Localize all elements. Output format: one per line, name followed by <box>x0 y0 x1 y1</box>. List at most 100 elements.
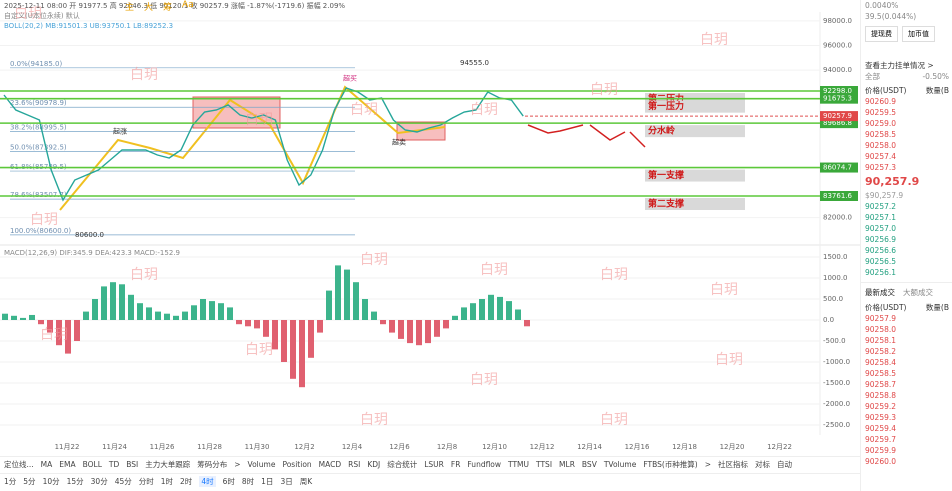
indicator-button[interactable]: Volume <box>247 460 276 469</box>
trade-price: 90259.2 <box>865 402 897 411</box>
tool-button[interactable]: Aa <box>182 0 194 10</box>
macd-bar <box>308 320 314 358</box>
ask-price: 90258.0 <box>865 141 897 150</box>
macd-bar <box>146 307 152 320</box>
price-tick-label: 94000.0 <box>823 66 852 74</box>
indicator-button[interactable]: BSV <box>581 460 597 469</box>
level-name: 第二支撑 <box>648 197 684 209</box>
fib-label: 0.0%(94185.0) <box>10 60 62 68</box>
trade-price: 90259.4 <box>865 424 897 433</box>
filter[interactable]: 全部 <box>865 72 880 81</box>
macd-bar <box>326 290 332 320</box>
change: 39.5(0.044%) <box>865 12 917 21</box>
indicator-button[interactable]: RSI <box>348 460 361 469</box>
indicator-button[interactable]: TD <box>108 460 120 469</box>
indicator-button[interactable]: Fundflow <box>467 460 502 469</box>
indicator-button[interactable]: TTMU <box>508 460 530 469</box>
indicator-button[interactable]: 自动 <box>777 460 792 469</box>
timeframe-button[interactable]: 1分 <box>4 477 17 486</box>
tool-button[interactable]: 大 <box>144 3 154 13</box>
price-head: 价格(USDT) <box>865 303 907 312</box>
indicator-button[interactable]: BOLL <box>82 460 102 469</box>
level-tag-label: 91675.3 <box>823 95 852 103</box>
indicator-button[interactable]: KDJ <box>367 460 381 469</box>
indicator-button[interactable]: FR <box>450 460 461 469</box>
level-name: 第一支撑 <box>648 169 684 181</box>
macd-tick-label: -2000.0 <box>823 400 850 408</box>
macd-bar <box>299 320 305 388</box>
macd-bar <box>110 282 116 320</box>
macd-bar <box>506 301 512 320</box>
level-tag <box>820 93 858 104</box>
macd-tick-label: 0.0 <box>823 316 834 324</box>
panel-button[interactable]: 提现费 <box>865 26 898 42</box>
macd-bar <box>470 303 476 320</box>
date-label: 12月2 <box>294 443 314 451</box>
bid-price: 90256.5 <box>865 257 897 266</box>
watermark: 白玥 <box>480 262 508 278</box>
depth-link[interactable]: 查看主力挂单情况 > <box>865 61 934 70</box>
timeframe-button[interactable]: 30分 <box>90 477 108 486</box>
trade-price: 90258.8 <box>865 391 897 400</box>
ohlc-line: 2025-12-11 08:00 开 91977.5 高 92046.3 低 9… <box>4 2 346 10</box>
macd-bar <box>83 311 89 320</box>
bid-price: 90257.1 <box>865 213 897 222</box>
level-box <box>645 125 745 138</box>
indicator-button[interactable]: 综合统计 <box>387 460 418 469</box>
tab[interactable]: 最新成交 <box>865 288 895 297</box>
mid-price: 90,257.9 <box>865 175 920 188</box>
indicator-button[interactable]: FTBS(币种推算) <box>643 460 698 469</box>
indicator-button[interactable]: 社区指标 <box>718 460 748 469</box>
timeframe-button[interactable]: 周K <box>299 477 313 486</box>
indicator-button[interactable]: TTSI <box>536 460 553 469</box>
timeframe-button[interactable]: 5分 <box>23 477 36 486</box>
panel-button[interactable]: 加币值 <box>902 26 935 42</box>
timeframe-button[interactable]: 45分 <box>114 477 132 486</box>
indicator-button[interactable]: LSUR <box>424 460 444 469</box>
level-tag <box>820 190 858 201</box>
timeframe-button[interactable]: 4时 <box>199 476 216 487</box>
indicator-button[interactable]: MLR <box>559 460 575 469</box>
indicator-button[interactable]: Position <box>282 460 312 469</box>
ask-price: 90259.0 <box>865 119 897 128</box>
level-tag <box>820 162 858 173</box>
timeframe-button[interactable]: 分时 <box>138 477 154 486</box>
indicator-button[interactable]: 定位线... <box>4 460 34 469</box>
level-box <box>645 169 745 182</box>
macd-bar <box>434 320 440 337</box>
tool-button[interactable]: 筹 <box>163 3 173 13</box>
indicator-button[interactable]: 主力大单跟踪 <box>145 460 191 469</box>
macd-bar <box>191 305 197 320</box>
toolbar: 主大筹 Aa <box>125 0 194 13</box>
indicator-button[interactable]: EMA <box>59 460 76 469</box>
tab-row: 最新成交 大额成交 <box>861 282 952 302</box>
timeframe-button[interactable]: 15分 <box>66 477 84 486</box>
forecast-arrow <box>589 124 626 141</box>
bid-price: 90257.2 <box>865 202 897 211</box>
indicator-button[interactable]: 筹码分布 <box>197 460 228 469</box>
timeframe-button[interactable]: 6时 <box>222 477 235 486</box>
watermark: 白玥 <box>600 412 628 428</box>
timeframe-bar: 1分 5分 10分 15分 30分 45分 分时 1时 2时 4时 6时 8时 1日 3日 周K <box>0 473 864 489</box>
indicator-button[interactable]: 对标 <box>755 460 770 469</box>
indicator-button[interactable]: BSI <box>126 460 139 469</box>
indicator-button[interactable]: MACD <box>318 460 342 469</box>
timeframe-button[interactable]: 2时 <box>180 477 193 486</box>
timeframe-button[interactable]: 1日 <box>261 477 274 486</box>
tool-button[interactable]: 主 <box>125 3 135 13</box>
tab[interactable]: 大额成交 <box>903 288 933 297</box>
indicator-button[interactable]: TVolume <box>603 460 637 469</box>
macd-bar <box>92 299 98 320</box>
date-label: 12月20 <box>720 443 745 451</box>
indicator-button[interactable]: > <box>704 460 711 469</box>
macd-bar <box>281 320 287 362</box>
timeframe-button[interactable]: 8时 <box>241 477 255 486</box>
indicator-button[interactable]: > <box>234 460 241 469</box>
timeframe-button[interactable]: 1时 <box>160 477 174 486</box>
indicator-button[interactable]: MA <box>40 460 53 469</box>
macd-bar <box>155 311 161 320</box>
annotation: 80600.0 <box>75 231 104 239</box>
symbol-line: 自定义(U本位永续) 默认 <box>4 12 80 20</box>
timeframe-button[interactable]: 3日 <box>280 477 293 486</box>
timeframe-button[interactable]: 10分 <box>42 477 60 486</box>
